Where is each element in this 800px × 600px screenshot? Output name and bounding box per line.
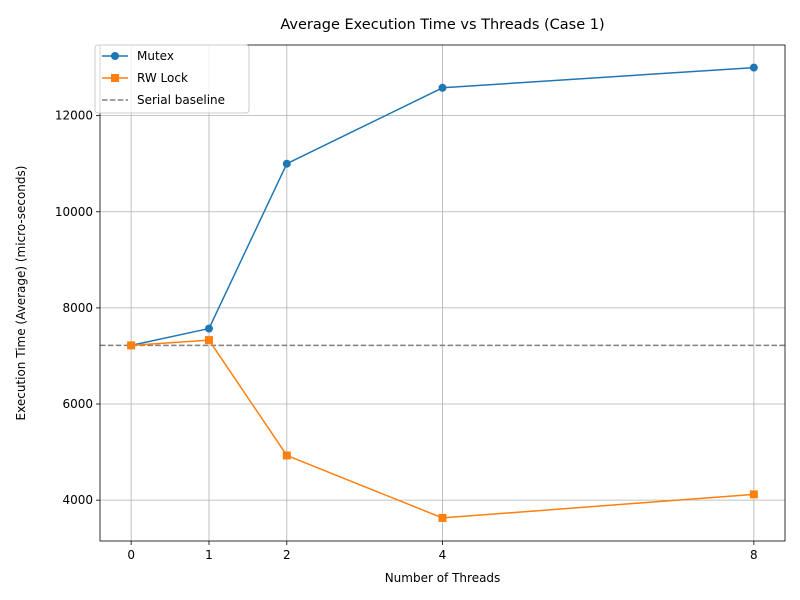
legend-marker — [111, 74, 119, 82]
data-point — [282, 159, 291, 168]
data-point — [749, 490, 758, 499]
x-axis-ticks: 0 1 2 4 8 — [127, 541, 758, 562]
x-tick-label: 4 — [439, 548, 447, 562]
data-point — [749, 63, 758, 72]
legend-item: RW Lock — [102, 71, 188, 85]
y-tick-label: 12000 — [55, 109, 93, 123]
chart-title: Average Execution Time vs Threads (Case … — [280, 17, 604, 33]
legend-item: Mutex — [102, 49, 174, 63]
data-point — [438, 513, 447, 522]
y-tick-label: 8000 — [62, 301, 93, 315]
legend: Mutex RW Lock Serial baseline — [94, 44, 250, 114]
legend-label: Mutex — [137, 49, 174, 63]
data-point — [204, 336, 213, 345]
data-point — [204, 324, 213, 333]
x-tick-label: 8 — [750, 548, 758, 562]
legend-box — [94, 44, 250, 114]
legend-label: RW Lock — [137, 71, 188, 85]
data-point — [127, 341, 136, 350]
x-tick-label: 2 — [283, 548, 291, 562]
y-tick-label: 10000 — [55, 205, 93, 219]
y-axis-label: Execution Time (Average) (micro-seconds) — [14, 166, 28, 421]
y-tick-label: 6000 — [62, 397, 93, 411]
x-tick-label: 0 — [127, 548, 135, 562]
x-tick-label: 1 — [205, 548, 213, 562]
x-axis-label: Number of Threads — [385, 571, 501, 585]
y-axis-ticks: 4000 6000 8000 10000 12000 — [55, 109, 100, 507]
y-tick-label: 4000 — [62, 493, 93, 507]
legend-item: Serial baseline — [102, 93, 225, 107]
data-point — [282, 451, 291, 460]
legend-label: Serial baseline — [137, 93, 225, 107]
series-group — [127, 63, 758, 522]
series-1 — [127, 336, 758, 522]
legend-marker — [111, 52, 119, 60]
data-point — [438, 83, 447, 92]
grid-lines — [100, 45, 785, 541]
